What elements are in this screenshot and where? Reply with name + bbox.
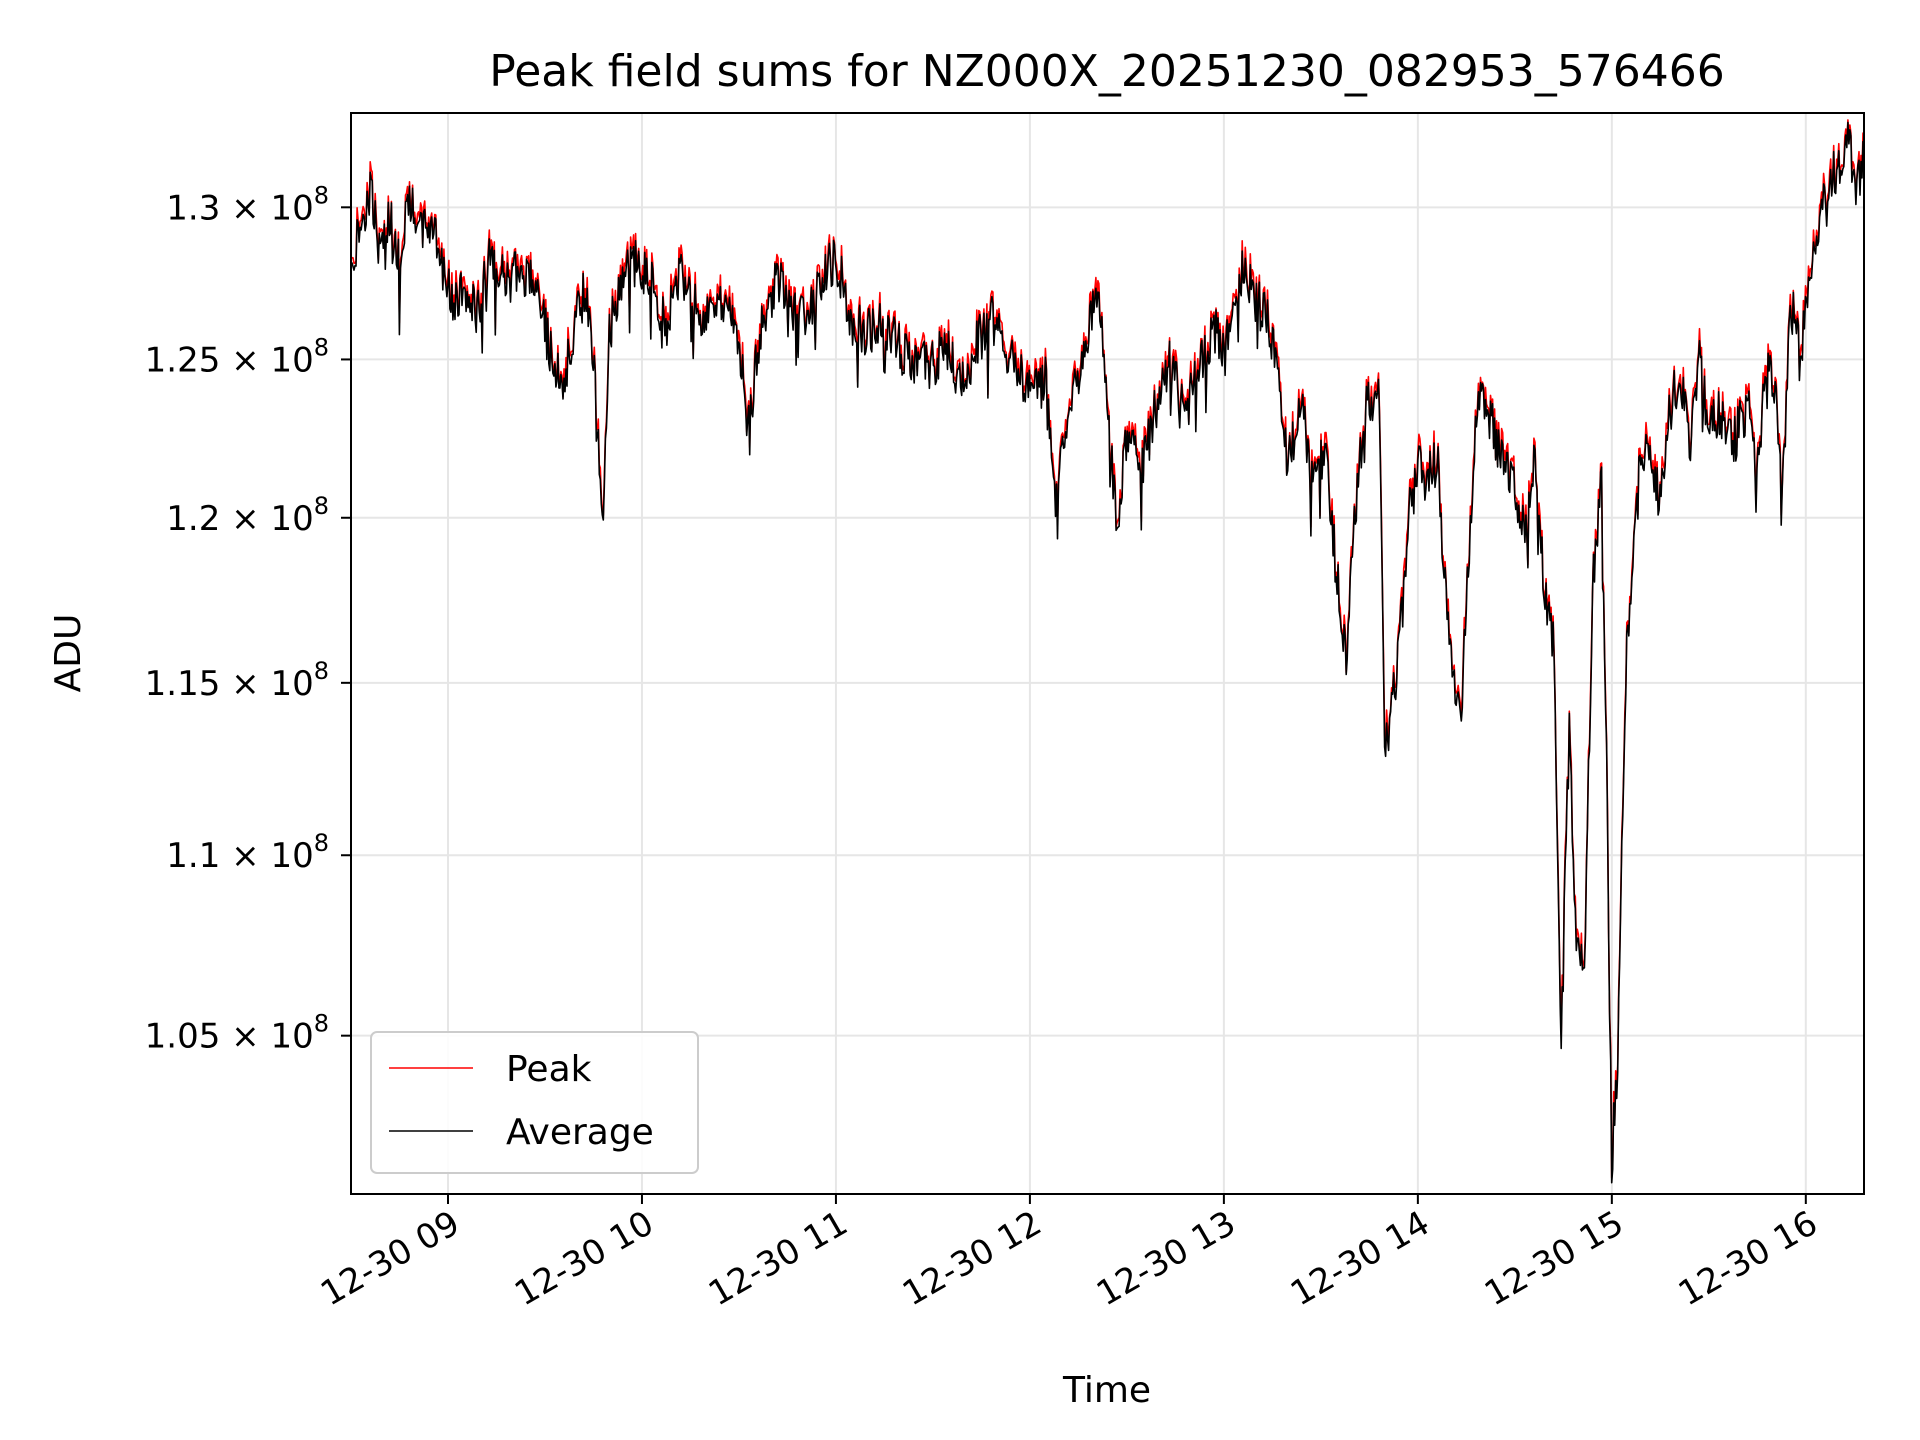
series-line-average [350,121,1865,1184]
y-tick-base: 10 [270,499,313,539]
y-tick-base: 10 [270,340,313,380]
y-tick-times: × [220,1017,270,1057]
y-tick-label: 1.2 × 108 [166,492,329,539]
y-tick-mantissa: 1.05 [145,1017,221,1057]
y-tick-label: 1.1 × 108 [166,829,329,876]
y-tick-base: 10 [270,188,313,228]
y-tick-label: 1.25 × 108 [145,333,329,380]
y-tick-base: 10 [270,1017,313,1057]
y-tick-times: × [220,836,270,876]
legend-average-label: Average [506,1112,654,1153]
y-tick-label: 1.15 × 108 [145,657,329,704]
y-tick-exponent: 8 [314,1010,329,1038]
y-tick-exponent: 8 [314,181,329,209]
y-tick-label: 1.3 × 108 [166,181,329,228]
y-tick-base: 10 [270,664,313,704]
series-layer [350,119,1865,1184]
legend-peak-label: Peak [506,1049,592,1090]
legend: Peak Average [370,1031,699,1174]
plot-frame [350,112,1865,1195]
y-tick-exponent: 8 [314,829,329,857]
y-tick-times: × [220,340,270,380]
y-axis-label: ADU [48,614,89,693]
y-tick-label: 1.05 × 108 [145,1010,329,1057]
y-tick-times: × [220,499,270,539]
y-tick-times: × [220,664,270,704]
y-tick-exponent: 8 [314,333,329,361]
chart-title: Peak field sums for NZ000X_20251230_0829… [489,46,1725,97]
x-axis-label: Time [1062,1370,1151,1411]
y-tick-mantissa: 1.3 [166,188,220,228]
y-tick-mantissa: 1.25 [145,340,221,380]
y-tick-mantissa: 1.1 [166,836,220,876]
y-tick-exponent: 8 [314,492,329,520]
y-tick-mantissa: 1.15 [145,664,221,704]
y-tick-mantissa: 1.2 [166,499,220,539]
y-tick-times: × [220,188,270,228]
y-tick-exponent: 8 [314,657,329,685]
y-tick-base: 10 [270,836,313,876]
